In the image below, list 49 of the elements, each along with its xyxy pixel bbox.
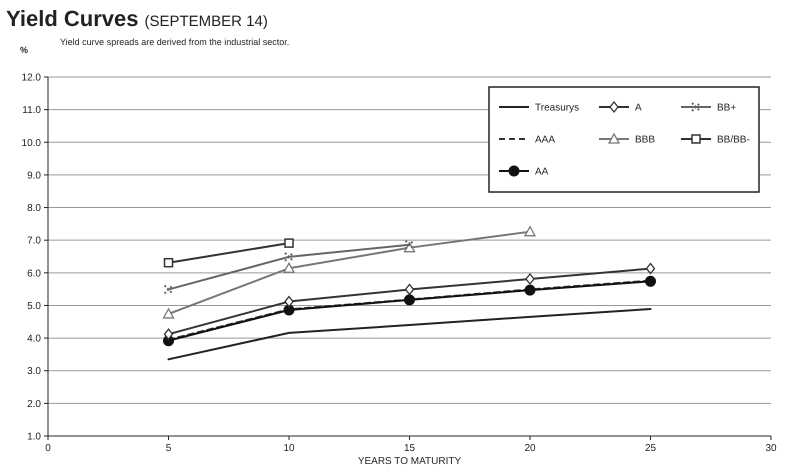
- y-tick-label: 1.0: [27, 432, 42, 442]
- legend-label: Treasurys: [535, 102, 580, 114]
- point: [284, 296, 294, 308]
- y-tick-label: 6.0: [27, 268, 42, 280]
- y-tick-label: 4.0: [27, 334, 42, 345]
- point: [524, 226, 536, 236]
- y-tick-label: 9.0: [27, 170, 42, 182]
- text: Yield curve spreads are derived from the industrial sector.: [60, 37, 290, 47]
- y-tick-label: 5.0: [27, 300, 42, 312]
- legend-label: A: [635, 102, 642, 114]
- x-tick-label: 10: [283, 443, 295, 454]
- y-tick-label: 10.0: [22, 138, 42, 149]
- chart-title: Yield Curves: [6, 6, 138, 31]
- legend-label: BB+: [717, 102, 736, 114]
- point: [162, 308, 174, 319]
- point: [164, 284, 174, 294]
- y-tick-label: 11.0: [22, 105, 42, 116]
- point: [284, 304, 294, 316]
- point: [284, 252, 294, 262]
- x-tick-label: 20: [524, 443, 536, 454]
- point: [646, 262, 656, 274]
- point: [404, 294, 415, 306]
- y-tick-label: 8.0: [27, 203, 42, 214]
- point: [525, 273, 535, 285]
- point: [404, 284, 414, 296]
- point: [404, 240, 414, 250]
- y-tick-label: 12.0: [22, 72, 42, 84]
- legend-label: AAA: [535, 134, 556, 146]
- legend-label: BB/BB-: [717, 134, 750, 146]
- x-axis-title: YEARS TO MATURITY: [358, 456, 462, 467]
- x-tick-label: 15: [404, 443, 416, 454]
- x-tick-label: 30: [765, 443, 777, 454]
- y-tick-label: 2.0: [27, 398, 42, 410]
- point: [283, 262, 295, 273]
- x-tick-label: 25: [644, 443, 656, 454]
- line-series: [168, 308, 652, 360]
- legend-label: BBB: [635, 134, 656, 146]
- y-axis-title: %: [20, 45, 28, 55]
- chart-subtitle: (SEPTEMBER 14): [144, 13, 268, 30]
- y-tick-label: 7.0: [27, 236, 42, 247]
- y-tick-label: 3.0: [27, 366, 42, 378]
- point: [164, 258, 174, 268]
- point: [645, 276, 656, 287]
- legend-label: AA: [535, 166, 549, 178]
- x-tick-label: 5: [166, 443, 172, 454]
- point: [164, 328, 174, 340]
- point: [284, 238, 294, 248]
- x-tick-label: 0: [45, 443, 52, 454]
- point: [524, 284, 536, 296]
